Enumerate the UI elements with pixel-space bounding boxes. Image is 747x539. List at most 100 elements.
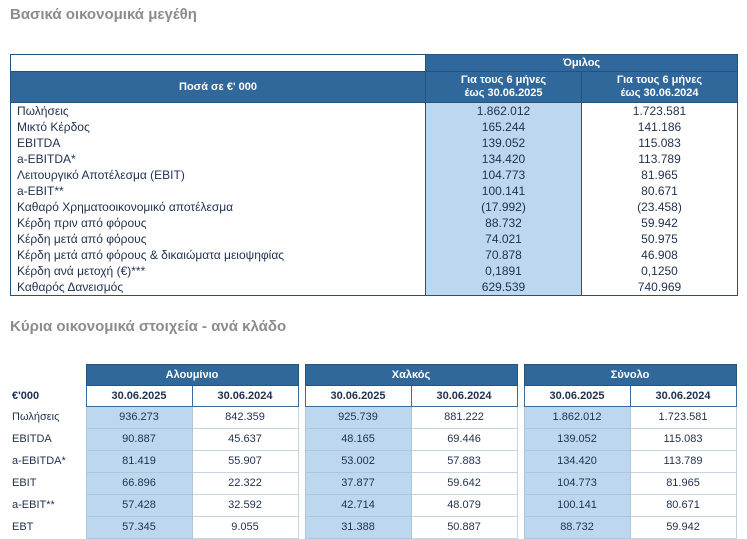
value-2025: 134.420 bbox=[425, 151, 582, 167]
row-label: a-EBIT** bbox=[10, 183, 426, 199]
row-label: a-EBIT** bbox=[10, 494, 86, 517]
row-label: Καθαρό Χρηματοοικονομικό αποτέλεσμα bbox=[10, 199, 426, 215]
total-2025: 88.732 bbox=[523, 516, 631, 539]
spacer-cell bbox=[517, 516, 525, 539]
total-2025: 134.420 bbox=[523, 450, 631, 473]
spacer-cell bbox=[298, 450, 306, 473]
segment-header-aluminium: Αλουμίνιο bbox=[85, 364, 299, 386]
aluminium-2025: 90.887 bbox=[85, 428, 193, 451]
spacer-cell bbox=[517, 450, 525, 473]
header-line: Για τους 6 μήνες bbox=[616, 74, 703, 86]
segment-group-header-row: Αλουμίνιο Χαλκός Σύνολο bbox=[10, 364, 737, 386]
total-2024: 113.789 bbox=[629, 450, 737, 473]
group-header-row: Όμιλος bbox=[10, 54, 738, 72]
value-2025: 0,1891 bbox=[425, 263, 582, 279]
date-2024-header: 30.06.2024 bbox=[191, 385, 299, 407]
column-header-row: Ποσά σε €' 000 Για τους 6 μήνες έως 30.06… bbox=[10, 71, 738, 103]
header-line: Για τους 6 μήνες bbox=[460, 74, 547, 86]
period-2024-header: Για τους 6 μήνες έως 30.06.2024 bbox=[581, 71, 738, 103]
row-label: Κέρδη πριν από φόρους bbox=[10, 215, 426, 231]
table-row: Κέρδη μετά από φόρους 74.021 50.975 bbox=[10, 231, 738, 247]
row-label: EBITDA bbox=[10, 135, 426, 151]
table-row: Πωλήσεις 1.862.012 1.723.581 bbox=[10, 102, 738, 119]
value-2024: 81.965 bbox=[581, 167, 738, 183]
segment-header-total: Σύνολο bbox=[523, 364, 737, 386]
spacer-cell bbox=[298, 364, 306, 386]
row-label: Κέρδη ανά μετοχή (€)*** bbox=[10, 263, 426, 279]
table-row: Πωλήσεις 936.273 842.359 925.739 881.222… bbox=[10, 406, 737, 429]
row-label: Πωλήσεις bbox=[10, 102, 426, 119]
spacer-cell bbox=[517, 494, 525, 517]
amounts-header: Ποσά σε €' 000 bbox=[10, 71, 426, 103]
total-2024: 1.723.581 bbox=[629, 406, 737, 429]
date-2024-header: 30.06.2024 bbox=[410, 385, 518, 407]
aluminium-2025: 936.273 bbox=[85, 406, 193, 429]
spacer-cell bbox=[298, 516, 306, 539]
spacer-cell bbox=[10, 364, 86, 386]
aluminium-2025: 66.896 bbox=[85, 472, 193, 495]
segment-financials-table: Αλουμίνιο Χαλκός Σύνολο €'000 30.06.2025… bbox=[10, 364, 737, 539]
value-2024: 740.969 bbox=[581, 279, 738, 296]
copper-2024: 48.079 bbox=[410, 494, 518, 517]
table-row: Λειτουργικό Αποτέλεσμα (EBIT) 104.773 81… bbox=[10, 167, 738, 183]
copper-2024: 69.446 bbox=[410, 428, 518, 451]
date-2025-header: 30.06.2025 bbox=[304, 385, 412, 407]
aluminium-2024: 9.055 bbox=[191, 516, 299, 539]
table-row: Κέρδη πριν από φόρους 88.732 59.942 bbox=[10, 215, 738, 231]
value-2024: 113.789 bbox=[581, 151, 738, 167]
value-2025: 139.052 bbox=[425, 135, 582, 151]
section-title-key-financials: Βασικά οικονομικά μεγέθη bbox=[10, 6, 197, 23]
date-2024-header: 30.06.2024 bbox=[629, 385, 737, 407]
table-row: Κέρδη ανά μετοχή (€)*** 0,1891 0,1250 bbox=[10, 263, 738, 279]
value-2025: 100.141 bbox=[425, 183, 582, 199]
total-2025: 1.862.012 bbox=[523, 406, 631, 429]
total-2024: 81.965 bbox=[629, 472, 737, 495]
value-2024: (23.458) bbox=[581, 199, 738, 215]
unit-label: €'000 bbox=[10, 385, 86, 407]
spacer-cell bbox=[517, 364, 525, 386]
date-2025-header: 30.06.2025 bbox=[523, 385, 631, 407]
total-2024: 80.671 bbox=[629, 494, 737, 517]
section-title-by-segment: Κύρια οικονομικά στοιχεία - ανά κλάδο bbox=[10, 318, 287, 335]
date-2025-header: 30.06.2025 bbox=[85, 385, 193, 407]
value-2025: (17.992) bbox=[425, 199, 582, 215]
value-2024: 115.083 bbox=[581, 135, 738, 151]
segment-date-header-row: €'000 30.06.2025 30.06.2024 30.06.2025 3… bbox=[10, 385, 737, 407]
spacer-cell bbox=[298, 385, 306, 407]
total-2025: 139.052 bbox=[523, 428, 631, 451]
value-2024: 46.908 bbox=[581, 247, 738, 263]
spacer-cell bbox=[517, 385, 525, 407]
spacer-cell bbox=[298, 494, 306, 517]
row-label: a-EBITDA* bbox=[10, 151, 426, 167]
row-label: a-EBITDA* bbox=[10, 450, 86, 473]
row-label: Πωλήσεις bbox=[10, 406, 86, 429]
segment-header-copper: Χαλκός bbox=[304, 364, 518, 386]
spacer-cell bbox=[517, 472, 525, 495]
table-row: Μικτό Κέρδος 165.244 141.186 bbox=[10, 119, 738, 135]
copper-2025: 48.165 bbox=[304, 428, 412, 451]
row-label: Λειτουργικό Αποτέλεσμα (EBIT) bbox=[10, 167, 426, 183]
value-2024: 1.723.581 bbox=[581, 102, 738, 119]
copper-2025: 53.002 bbox=[304, 450, 412, 473]
header-line: έως 30.06.2025 bbox=[464, 87, 543, 99]
copper-2024: 57.883 bbox=[410, 450, 518, 473]
row-label: Κέρδη μετά από φόρους bbox=[10, 231, 426, 247]
table-row: EBITDA 90.887 45.637 48.165 69.446 139.0… bbox=[10, 428, 737, 451]
table-row: a-EBITDA* 134.420 113.789 bbox=[10, 151, 738, 167]
value-2025: 88.732 bbox=[425, 215, 582, 231]
total-2025: 100.141 bbox=[523, 494, 631, 517]
value-2025: 629.539 bbox=[425, 279, 582, 296]
value-2025: 104.773 bbox=[425, 167, 582, 183]
value-2025: 1.862.012 bbox=[425, 102, 582, 119]
table-row: EBIT 66.896 22.322 37.877 59.642 104.773… bbox=[10, 472, 737, 495]
spacer-cell bbox=[517, 406, 525, 429]
spacer-cell bbox=[298, 406, 306, 429]
table-row: EBT 57.345 9.055 31.388 50.887 88.732 59… bbox=[10, 516, 737, 539]
copper-2024: 50.887 bbox=[410, 516, 518, 539]
value-2025: 165.244 bbox=[425, 119, 582, 135]
row-label: Μικτό Κέρδος bbox=[10, 119, 426, 135]
group-header: Όμιλος bbox=[425, 54, 738, 72]
row-label: EBT bbox=[10, 516, 86, 539]
copper-2024: 59.642 bbox=[410, 472, 518, 495]
